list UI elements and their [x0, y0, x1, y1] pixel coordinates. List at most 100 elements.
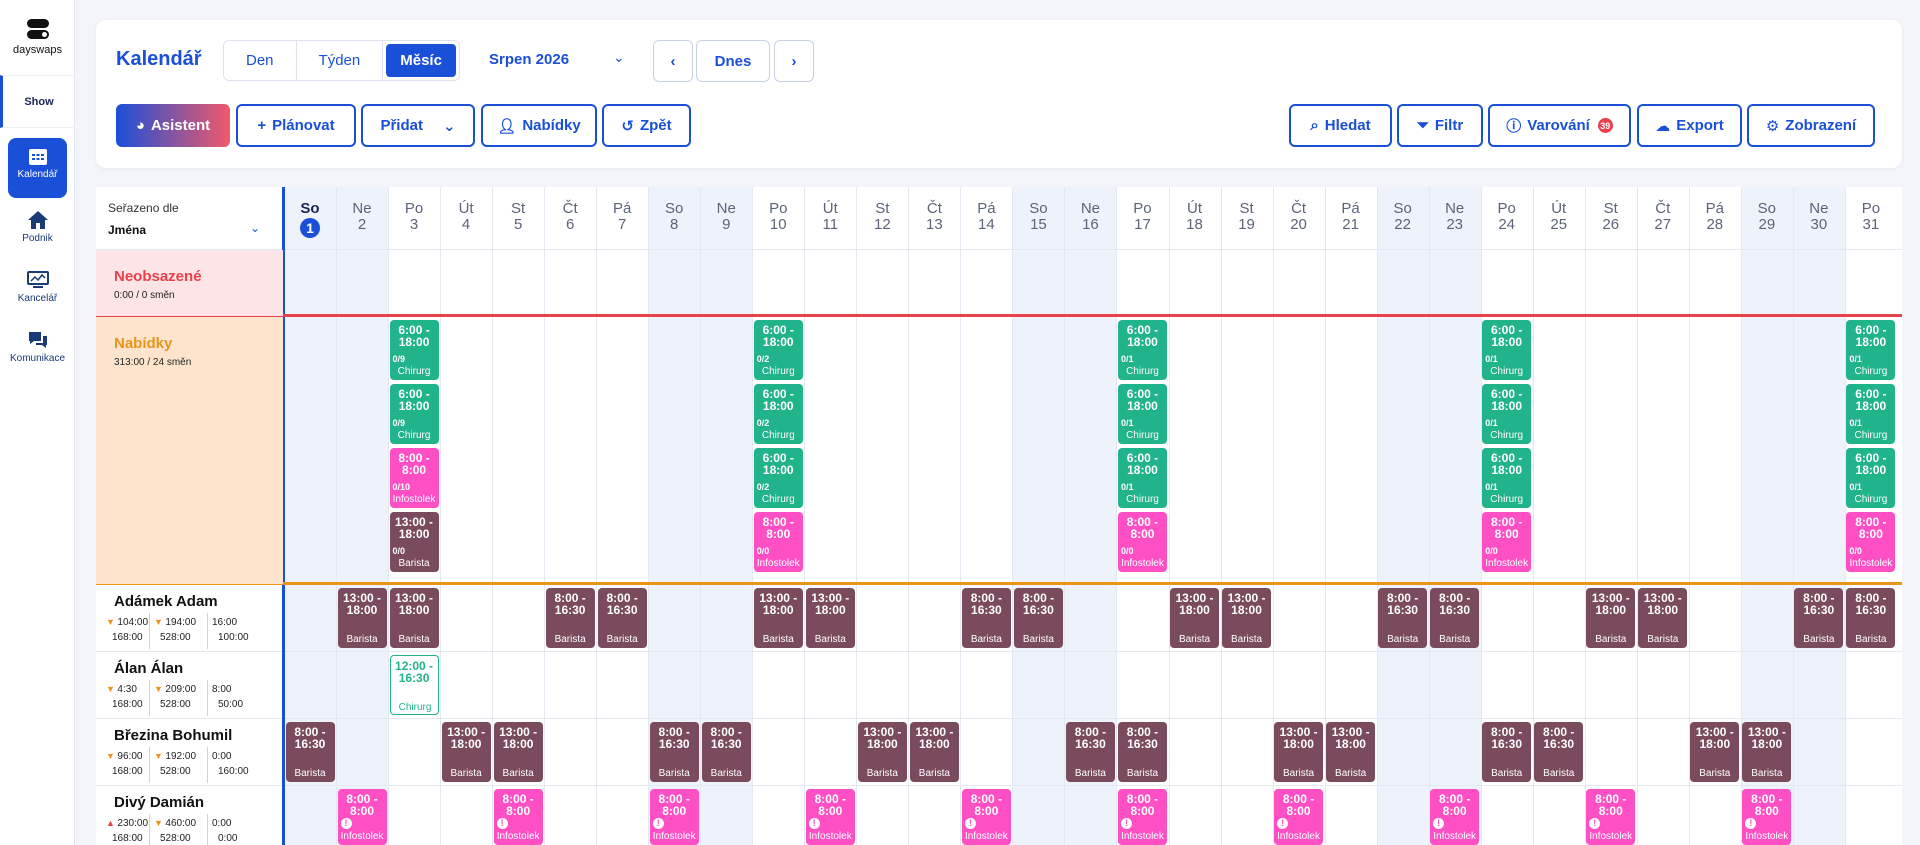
shift-card[interactable]: 6:00 - 18:00 0/1 Chirurg — [1482, 384, 1532, 444]
shift-card[interactable]: 8:00 - 16:30 Barista — [1430, 588, 1480, 648]
day-header[interactable]: Ne 16 — [1064, 187, 1116, 249]
day-header[interactable]: Út 18 — [1169, 187, 1221, 249]
employee-row-label[interactable]: Divý Damián ▲ 230:00 168:00 ▼ 460:00 528:00 0… — [96, 786, 283, 845]
shift-card[interactable]: 6:00 - 18:00 0/1 Chirurg — [1846, 448, 1896, 508]
employee-row-label[interactable]: Álan Álan ▼ 4:30 168:00 ▼ 209:00 528:00 8:00 5… — [96, 652, 283, 718]
today-button[interactable]: Dnes — [696, 40, 770, 82]
shift-card[interactable]: 6:00 - 18:00 0/1 Chirurg — [1482, 448, 1532, 508]
day-header[interactable]: Čt 27 — [1637, 187, 1689, 249]
shift-card[interactable]: 8:00 - 16:30 Barista — [1378, 588, 1428, 648]
day-header[interactable]: Út 25 — [1533, 187, 1585, 249]
shift-card[interactable]: 8:00 - 8:00 0/0 Infostolek — [1846, 512, 1896, 572]
view-day-button[interactable]: Den — [224, 41, 297, 80]
day-header[interactable]: Po 31 — [1845, 187, 1897, 249]
day-header[interactable]: Čt 20 — [1273, 187, 1325, 249]
shift-card[interactable]: 6:00 - 18:00 0/1 Chirurg — [1117, 448, 1167, 508]
shift-card[interactable]: 8:00 - 16:30 Barista — [701, 722, 751, 782]
shift-card[interactable]: 6:00 - 18:00 0/1 Chirurg — [1846, 320, 1896, 380]
day-header[interactable]: Ne 9 — [700, 187, 752, 249]
month-selector[interactable]: Srpen 2026 — [489, 51, 570, 68]
shift-card[interactable]: 8:00 - 8:00! Infostolek — [1117, 789, 1167, 845]
day-header[interactable]: Po 3 — [388, 187, 440, 249]
day-header[interactable]: St 5 — [492, 187, 544, 249]
sidebar-item-kancelar[interactable]: Kancelář — [8, 262, 67, 322]
display-settings-button[interactable]: ⚙ Zobrazení — [1747, 104, 1875, 147]
day-header[interactable]: St 12 — [856, 187, 908, 249]
shift-card[interactable]: 13:00 - 18:00 Barista — [1638, 588, 1688, 648]
shift-card[interactable]: 13:00 - 18:00 Barista — [1586, 588, 1636, 648]
shift-card[interactable]: 8:00 - 16:30 Barista — [285, 722, 335, 782]
show-item[interactable]: Show — [0, 75, 75, 128]
shift-card[interactable]: 6:00 - 18:00 0/1 Chirurg — [1482, 320, 1532, 380]
back-button[interactable]: ↺ Zpět — [602, 104, 691, 147]
add-button[interactable]: Přidat ⌄ — [361, 104, 475, 147]
export-button[interactable]: ☁ Export — [1637, 104, 1742, 147]
shift-card[interactable]: 13:00 - 18:00 Barista — [1742, 722, 1792, 782]
day-header[interactable]: Pá 28 — [1689, 187, 1741, 249]
shift-card[interactable]: 8:00 - 16:30 Barista — [1846, 588, 1896, 648]
prev-month-button[interactable]: ‹ — [653, 40, 693, 82]
shift-card[interactable]: 13:00 - 18:00 Barista — [753, 588, 803, 648]
shift-card[interactable]: 8:00 - 16:30 Barista — [961, 588, 1011, 648]
shift-card[interactable]: 8:00 - 16:30 Barista — [1534, 722, 1584, 782]
day-header[interactable]: Po 17 — [1116, 187, 1168, 249]
shift-card[interactable]: 8:00 - 8:00! Infostolek — [1742, 789, 1792, 845]
shift-card[interactable]: 8:00 - 16:30 Barista — [545, 588, 595, 648]
day-header[interactable]: St 26 — [1585, 187, 1637, 249]
shift-card[interactable]: 13:00 - 18:00 Barista — [1274, 722, 1324, 782]
next-month-button[interactable]: › — [774, 40, 814, 82]
day-header[interactable]: St 19 — [1221, 187, 1273, 249]
shift-card[interactable]: 8:00 - 16:30 Barista — [1794, 588, 1844, 648]
logo[interactable]: dayswaps — [0, 18, 75, 56]
shift-card[interactable]: 8:00 - 16:30 Barista — [597, 588, 647, 648]
filter-button[interactable]: ⏷ Filtr — [1397, 104, 1483, 147]
shift-card[interactable]: 13:00 - 18:00 Barista — [1222, 588, 1272, 648]
shift-card[interactable]: 13:00 - 18:00 Barista — [805, 588, 855, 648]
shift-card[interactable]: 13:00 - 18:00 Barista — [493, 722, 543, 782]
shift-card[interactable]: 6:00 - 18:00 0/2 Chirurg — [753, 320, 803, 380]
shift-card[interactable]: 8:00 - 8:00! Infostolek — [649, 789, 699, 845]
shift-card[interactable]: 8:00 - 8:00 0/0 Infostolek — [753, 512, 803, 572]
shift-card[interactable]: 8:00 - 8:00 0/0 Infostolek — [1482, 512, 1532, 572]
day-header[interactable]: So 22 — [1377, 187, 1429, 249]
shift-card[interactable]: 6:00 - 18:00 0/9 Chirurg — [389, 320, 439, 380]
day-header[interactable]: So 8 — [648, 187, 700, 249]
sidebar-item-kalendar[interactable]: Kalendář — [8, 138, 67, 198]
shift-card[interactable]: 8:00 - 8:00! Infostolek — [1430, 789, 1480, 845]
shift-card[interactable]: 13:00 - 18:00 Barista — [857, 722, 907, 782]
shift-card[interactable]: 6:00 - 18:00 0/1 Chirurg — [1117, 384, 1167, 444]
shift-card[interactable]: 8:00 - 8:00! Infostolek — [1274, 789, 1324, 845]
view-week-button[interactable]: Týden — [297, 41, 384, 80]
shift-card[interactable]: 6:00 - 18:00 0/1 Chirurg — [1117, 320, 1167, 380]
offers-button[interactable]: 👤︎ Nabídky — [481, 104, 597, 147]
warnings-button[interactable]: ⓘ Varování 39 — [1488, 104, 1631, 147]
plan-button[interactable]: + Plánovat — [236, 104, 356, 147]
search-button[interactable]: ⌕ Hledat — [1289, 104, 1392, 147]
view-month-button[interactable]: Měsíc — [386, 44, 456, 77]
shift-card[interactable]: 8:00 - 16:30 Barista — [1117, 722, 1167, 782]
shift-card[interactable]: 6:00 - 18:00 0/2 Chirurg — [753, 384, 803, 444]
shift-card[interactable]: 8:00 - 8:00! Infostolek — [493, 789, 543, 845]
shift-card[interactable]: 8:00 - 8:00! Infostolek — [805, 789, 855, 845]
day-header[interactable]: Pá 7 — [596, 187, 648, 249]
day-header[interactable]: Ne 2 — [336, 187, 388, 249]
day-header[interactable]: Čt 6 — [544, 187, 596, 249]
shift-card[interactable]: 13:00 - 18:00 Barista — [389, 588, 439, 648]
day-header[interactable]: So 15 — [1012, 187, 1064, 249]
sort-control[interactable]: Seřazeno dle Jména ⌄ — [96, 187, 283, 249]
shift-card[interactable]: 8:00 - 16:30 Barista — [649, 722, 699, 782]
shift-card[interactable]: 8:00 - 8:00! Infostolek — [337, 789, 387, 845]
shift-card[interactable]: 8:00 - 8:00 0/0 Infostolek — [1117, 512, 1167, 572]
shift-card[interactable]: 13:00 - 18:00 Barista — [1326, 722, 1376, 782]
day-header[interactable]: Po 10 — [752, 187, 804, 249]
shift-card[interactable]: 6:00 - 18:00 0/9 Chirurg — [389, 384, 439, 444]
shift-card[interactable]: 8:00 - 8:00 0/10 Infostolek — [389, 448, 439, 508]
shift-card[interactable]: 13:00 - 18:00 0/0 Barista — [389, 512, 439, 572]
shift-card[interactable]: 13:00 - 18:00 Barista — [441, 722, 491, 782]
chevron-down-icon[interactable]: ⌄ — [613, 49, 625, 65]
assistant-button[interactable]: ◕ Asistent — [116, 104, 230, 147]
day-header[interactable]: So 1 — [284, 187, 336, 249]
shift-card[interactable]: 8:00 - 8:00! Infostolek — [961, 789, 1011, 845]
shift-card[interactable]: 6:00 - 18:00 0/2 Chirurg — [753, 448, 803, 508]
employee-row-label[interactable]: Adámek Adam ▼ 104:00 168:00 ▼ 194:00 528:00 1… — [96, 585, 283, 651]
